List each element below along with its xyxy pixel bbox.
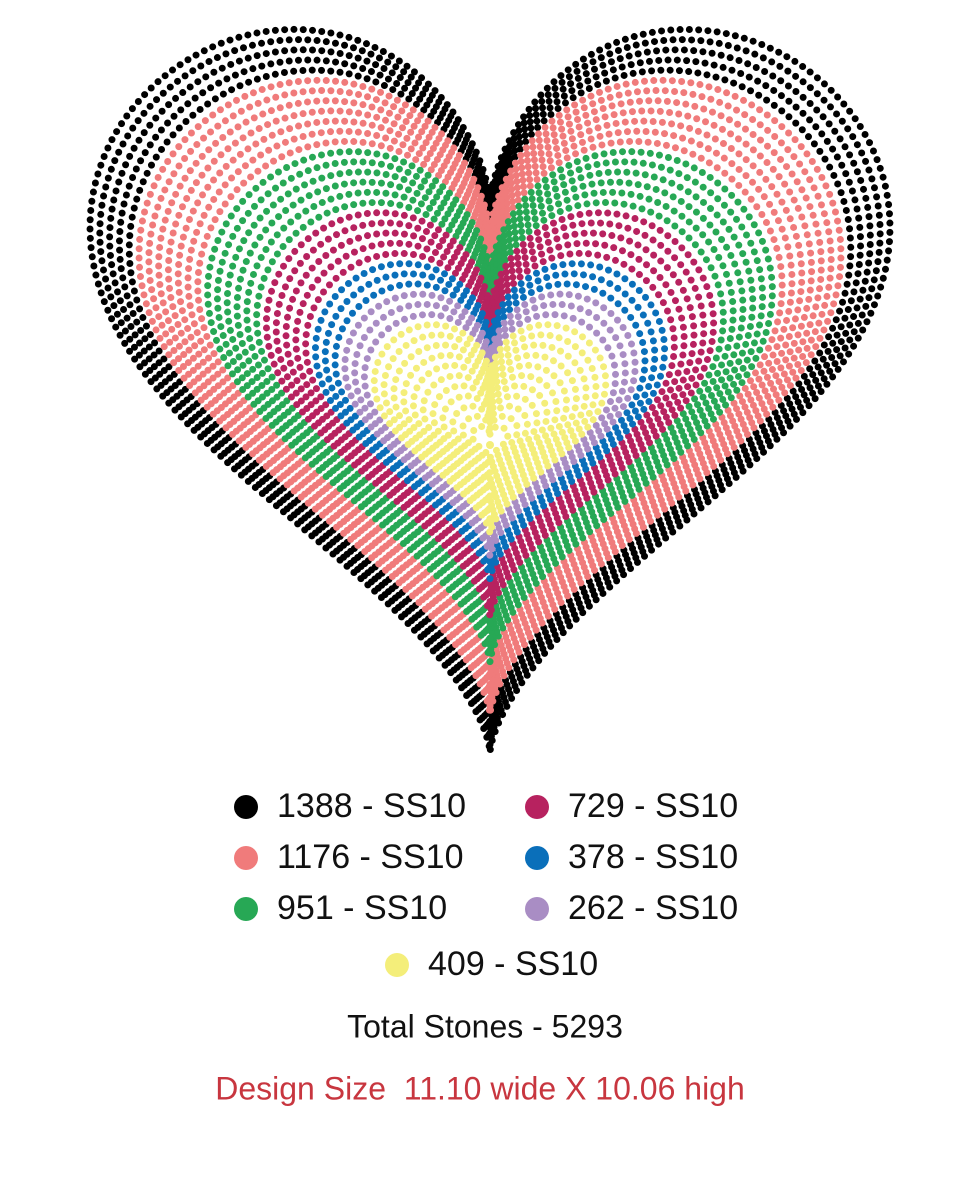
- stone-ring: [233, 178, 747, 640]
- stone-ring: [331, 280, 649, 565]
- stone-ring: [145, 86, 835, 708]
- stone-ring: [400, 351, 580, 513]
- design-size: Design Size 11.10 wide X 10.06 high: [215, 1070, 745, 1106]
- stone-ring: [390, 341, 590, 520]
- heart-artwork: [86, 25, 894, 753]
- legend-swatch: [234, 897, 258, 921]
- stone-ring: [253, 198, 727, 625]
- stone-ring: [341, 290, 639, 558]
- stone-ring: [204, 148, 776, 663]
- stone-ring: [321, 270, 659, 573]
- stone-ring: [449, 402, 531, 475]
- legend-label: 951 - SS10: [277, 889, 447, 927]
- stone: [486, 441, 494, 449]
- stone-ring: [174, 117, 806, 685]
- stone-ring: [262, 209, 718, 617]
- legend-swatch: [385, 953, 409, 977]
- legend-swatch: [234, 846, 258, 870]
- legend-label: 409 - SS10: [428, 945, 598, 983]
- legend-swatch: [525, 897, 549, 921]
- stone-ring: [86, 25, 894, 753]
- legend-swatch: [525, 795, 549, 819]
- stone-ring: [272, 219, 708, 610]
- stone-ring: [115, 56, 865, 731]
- total-stones: Total Stones - 5293: [347, 1008, 623, 1044]
- stone-ring: [155, 97, 825, 700]
- stone-ring: [125, 66, 855, 723]
- stone-ring: [282, 229, 698, 603]
- legend: 1388 - SS10 1176 - SS10 951 - SS10 729 - SS…: [234, 787, 738, 983]
- stone-ring: [419, 372, 561, 498]
- legend-label: 1388 - SS10: [277, 787, 466, 825]
- stone-ring: [292, 239, 688, 595]
- legend-label: 1176 - SS10: [277, 838, 464, 876]
- stone-ring: [243, 188, 737, 632]
- stone-ring: [468, 423, 512, 461]
- stone-ring: [96, 36, 884, 746]
- stone-ring: [439, 392, 541, 484]
- stone-ring: [311, 260, 669, 580]
- legend-swatch: [525, 846, 549, 870]
- stone-ring: [184, 127, 796, 678]
- stone-ring: [409, 361, 571, 506]
- legend-label: 262 - SS10: [568, 889, 738, 927]
- stone-ring: [213, 158, 767, 655]
- stone-ring: [223, 168, 757, 647]
- stone-ring: [429, 382, 551, 490]
- stone-ring: [106, 46, 874, 738]
- stone-ring: [380, 331, 600, 528]
- legend-label: 729 - SS10: [568, 787, 738, 825]
- stone-ring: [370, 321, 610, 535]
- stone-ring: [135, 76, 845, 716]
- legend-swatch: [234, 795, 258, 819]
- stone-ring: [360, 310, 620, 542]
- stone-ring: [164, 107, 816, 693]
- stone-ring: [458, 412, 522, 469]
- stone-ring: [351, 300, 629, 550]
- stone-ring: [194, 137, 786, 670]
- stone-ring: [302, 249, 678, 588]
- legend-label: 378 - SS10: [568, 838, 738, 876]
